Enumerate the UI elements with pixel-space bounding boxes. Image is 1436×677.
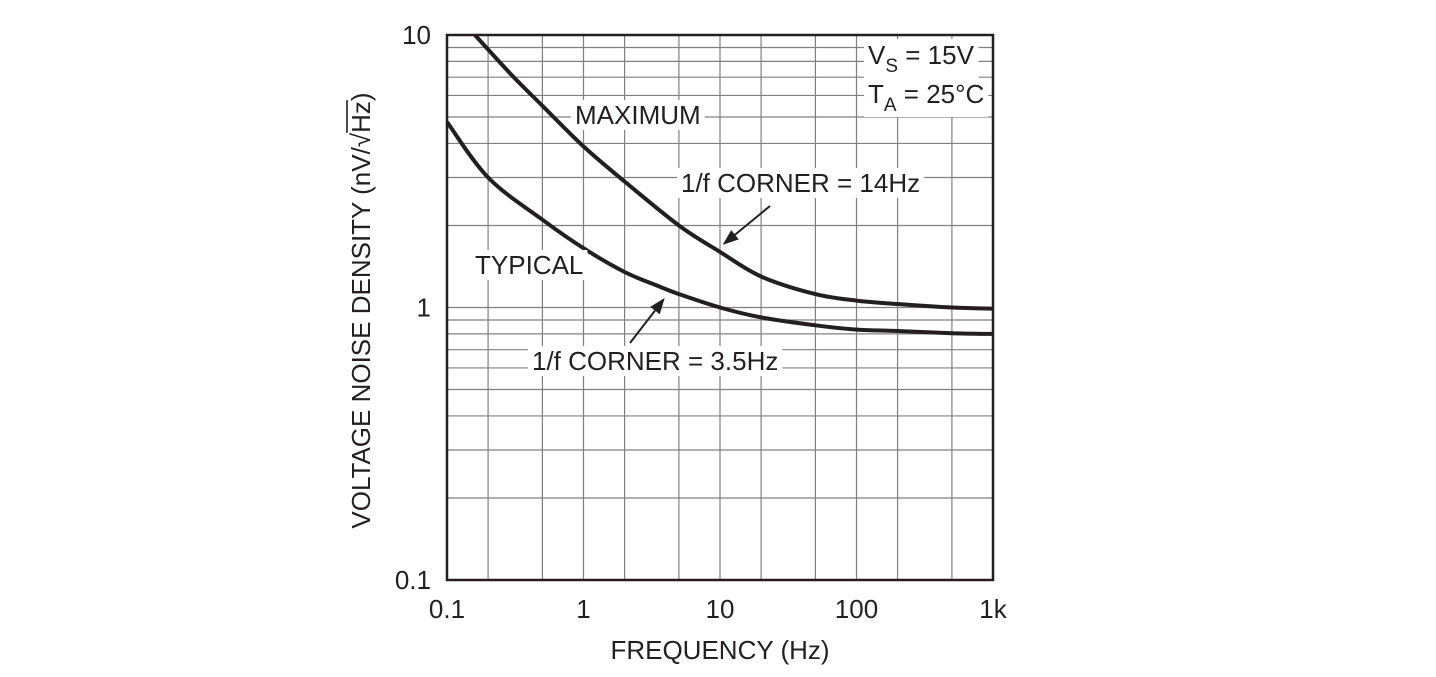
arrow-corner-14hz (734, 205, 771, 236)
arrowhead-corner-14hz (722, 230, 739, 245)
corner-annotation-14hz: 1/f CORNER = 14Hz (681, 168, 920, 198)
series-curves (445, 33, 994, 336)
x-tick-label: 100 (835, 594, 878, 624)
series-label-typical: TYPICAL (475, 250, 583, 280)
y-tick-label: 0.1 (395, 565, 431, 595)
label-backing (677, 168, 925, 198)
y-axis-title-radicand: Hz (346, 101, 376, 133)
condition-ambient-temperature: TA = 25°C (868, 79, 984, 116)
annotations: MAXIMUM TYPICAL 1/f CORNER = 14Hz 1/f CO… (471, 100, 925, 376)
label-backing (471, 250, 588, 280)
series-label-maximum: MAXIMUM (575, 100, 701, 130)
condition-supply-voltage: VS = 15V (868, 40, 975, 77)
label-backing (528, 346, 783, 376)
series-curve-typical (445, 120, 994, 336)
arrow-corner-3-5hz (629, 309, 656, 344)
test-conditions: VS = 15V TA = 25°C (864, 39, 989, 117)
y-tick-label: 10 (402, 20, 431, 50)
y-axis-title-main: VOLTAGE NOISE DENSITY (nV/ (346, 146, 376, 528)
condition-backing (864, 39, 979, 78)
label-backing (571, 100, 705, 130)
arrowhead-corner-3-5hz (650, 297, 665, 315)
x-tick-label: 10 (706, 594, 735, 624)
y-tick-label: 1 (417, 293, 431, 323)
y-axis-title-close: ) (346, 92, 376, 101)
x-tick-label: 0.1 (429, 594, 465, 624)
series-curve-maximum (473, 33, 994, 311)
y-axis-title-radical: √ (346, 132, 376, 147)
x-tick-label: 1 (576, 594, 590, 624)
plot-frame (445, 33, 995, 582)
x-tick-labels: 0.1 1 10 100 1k (429, 594, 1008, 624)
x-axis-title: FREQUENCY (Hz) (610, 635, 829, 665)
x-tick-label: 1k (979, 594, 1007, 624)
plot-border (445, 33, 995, 582)
condition-backing (864, 78, 989, 117)
y-tick-labels: 0.1 1 10 (395, 20, 431, 595)
corner-annotation-3-5hz: 1/f CORNER = 3.5Hz (532, 346, 778, 376)
y-axis-title: VOLTAGE NOISE DENSITY (nV/√Hz) (346, 92, 376, 528)
